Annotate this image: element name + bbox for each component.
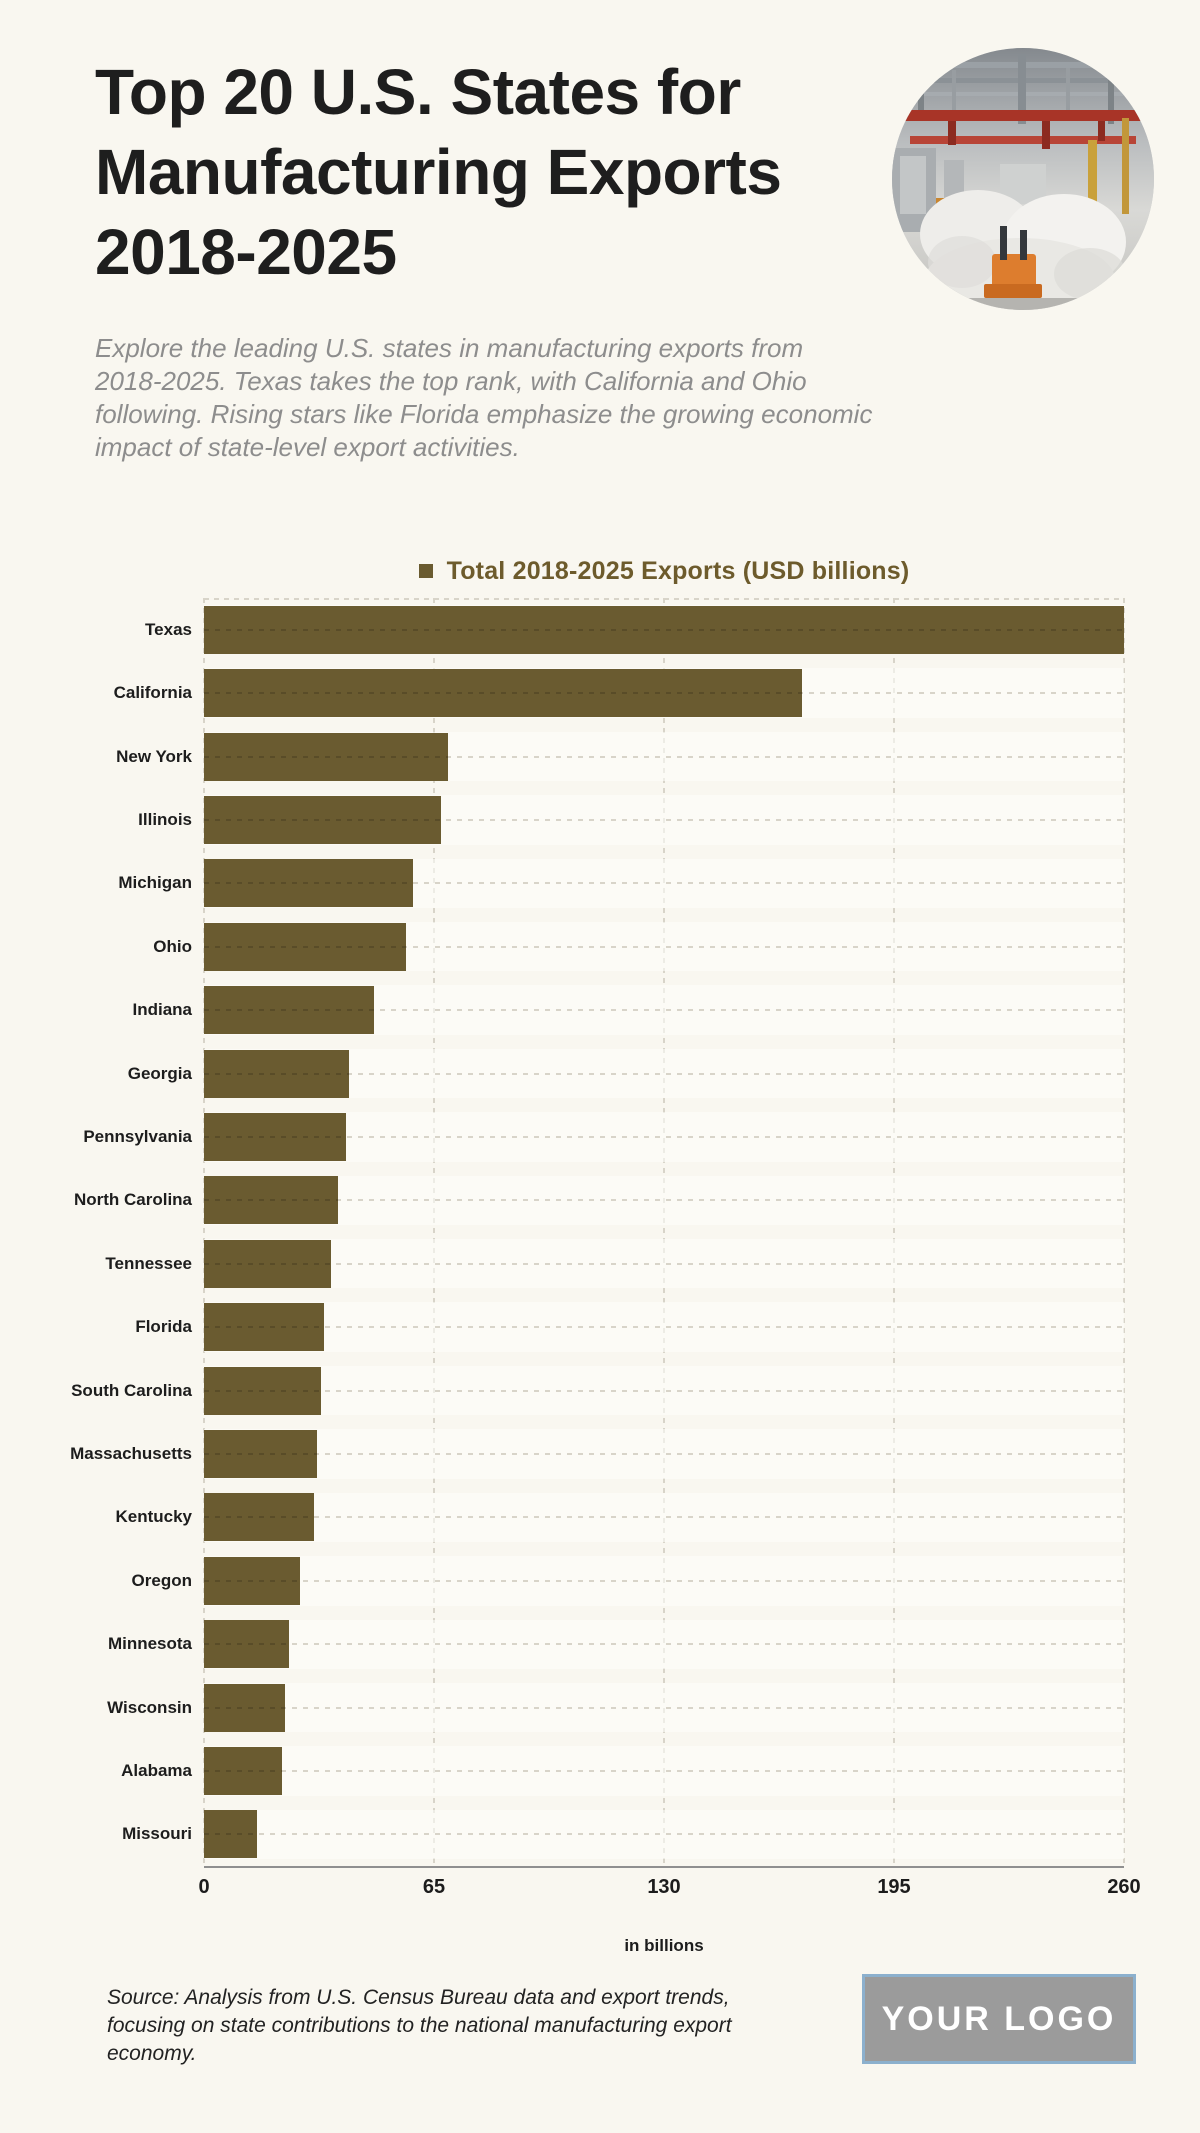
y-axis-label: Massachusetts xyxy=(70,1443,192,1463)
y-axis-label: Kentucky xyxy=(115,1507,192,1527)
page-title-line-3: 2018-2025 xyxy=(95,216,397,288)
page-title-line-1: Top 20 U.S. States for xyxy=(95,56,741,128)
page-title-line-2: Manufacturing Exports xyxy=(95,136,782,208)
bar-kentucky xyxy=(204,1493,314,1542)
y-axis-label: New York xyxy=(116,746,192,766)
logo-text: YOUR LOGO xyxy=(881,1999,1117,2038)
bar-indiana xyxy=(204,986,374,1035)
bar-row xyxy=(204,1105,1124,1168)
bar-row xyxy=(204,1042,1124,1105)
y-axis-label: Tennessee xyxy=(105,1253,192,1273)
factory-photo xyxy=(892,48,1154,310)
page-title: Top 20 U.S. States for Manufacturing Exp… xyxy=(95,52,895,292)
v-gridline xyxy=(203,598,205,1866)
bar-row xyxy=(204,915,1124,978)
y-axis-label: Pennsylvania xyxy=(83,1126,192,1146)
y-axis-label: Ohio xyxy=(153,936,192,956)
bar-row xyxy=(204,1359,1124,1422)
x-tick-label: 130 xyxy=(647,1876,681,1898)
x-tick-label: 195 xyxy=(877,1876,911,1898)
bar-row xyxy=(204,1486,1124,1549)
x-tick-label: 260 xyxy=(1107,1876,1141,1898)
bar-missouri xyxy=(204,1810,258,1859)
bar-illinois xyxy=(204,795,442,844)
bar-row xyxy=(204,1169,1124,1232)
bar-pennsylvania xyxy=(204,1112,346,1161)
bar-oregon xyxy=(204,1556,300,1605)
y-axis-label: Indiana xyxy=(132,1000,192,1020)
bar-california xyxy=(204,669,802,718)
legend-swatch-icon xyxy=(418,564,433,578)
bar-row xyxy=(204,1549,1124,1612)
bar-south-carolina xyxy=(204,1366,321,1415)
bar-rows xyxy=(204,598,1124,1866)
y-axis-label: South Carolina xyxy=(71,1380,192,1400)
bar-north-carolina xyxy=(204,1176,339,1225)
bar-row xyxy=(204,978,1124,1041)
v-gridline xyxy=(663,598,665,1866)
bar-row xyxy=(204,852,1124,915)
bar-row xyxy=(204,1676,1124,1739)
x-tick-label: 65 xyxy=(422,1876,446,1898)
bar-texas xyxy=(204,605,1124,654)
bar-new-york xyxy=(204,732,449,781)
y-axis-label: Wisconsin xyxy=(107,1697,192,1717)
plot-wrapper: Texas California New York Illinois Michigan O… xyxy=(0,598,1200,1868)
bar-row xyxy=(204,1295,1124,1358)
bar-row xyxy=(204,1232,1124,1295)
bar-minnesota xyxy=(204,1620,289,1669)
legend-label: Total 2018-2025 Exports (USD billions) xyxy=(446,556,910,585)
chart-legend: Total 2018-2025 Exports (USD billions) xyxy=(204,556,1124,586)
bar-row xyxy=(204,788,1124,851)
bar-wisconsin xyxy=(204,1683,286,1732)
bar-georgia xyxy=(204,1049,350,1098)
y-axis-label: Georgia xyxy=(127,1063,192,1083)
y-axis-label: Alabama xyxy=(121,1761,192,1781)
bar-row xyxy=(204,598,1124,661)
v-gridline xyxy=(433,598,435,1866)
factory-photo-illustration xyxy=(892,48,1154,310)
x-tick-label: 0 xyxy=(198,1876,210,1898)
y-axis-label: Minnesota xyxy=(107,1634,192,1654)
logo-placeholder: YOUR LOGO xyxy=(862,1974,1136,2064)
y-axis-label: California xyxy=(113,683,192,703)
bar-row xyxy=(204,1739,1124,1802)
y-axis-labels: Texas California New York Illinois Michigan O… xyxy=(0,598,192,1866)
y-axis-label: Michigan xyxy=(118,873,192,893)
bar-ohio xyxy=(204,922,406,971)
bar-michigan xyxy=(204,859,413,908)
bar-row xyxy=(204,1422,1124,1485)
x-axis-title: in billions xyxy=(624,1936,704,1955)
bar-row xyxy=(204,1613,1124,1676)
y-axis-label: North Carolina xyxy=(73,1190,192,1210)
plot-area xyxy=(203,598,1125,1868)
v-gridline xyxy=(893,598,895,1866)
bar-row xyxy=(204,1803,1124,1866)
intro-text: Explore the leading U.S. states in manuf… xyxy=(95,333,873,462)
source-note: Source: Analysis from U.S. Census Bureau… xyxy=(107,1986,732,2065)
y-axis-label: Texas xyxy=(145,619,192,639)
bar-florida xyxy=(204,1303,325,1352)
y-axis-label: Illinois xyxy=(138,809,192,829)
y-axis-label: Florida xyxy=(135,1317,192,1337)
v-gridline xyxy=(1123,598,1125,1866)
bar-tennessee xyxy=(204,1239,332,1288)
bar-row xyxy=(204,725,1124,788)
y-axis-label: Missouri xyxy=(122,1824,192,1844)
y-axis-label: Oregon xyxy=(131,1570,192,1590)
bar-alabama xyxy=(204,1747,282,1796)
bar-row xyxy=(204,661,1124,724)
bar-massachusetts xyxy=(204,1429,318,1478)
x-axis-ticks: 0 65 130 195 260 xyxy=(198,1876,1140,1902)
bar-chart: Total 2018-2025 Exports (USD billions) T… xyxy=(0,556,1200,1956)
